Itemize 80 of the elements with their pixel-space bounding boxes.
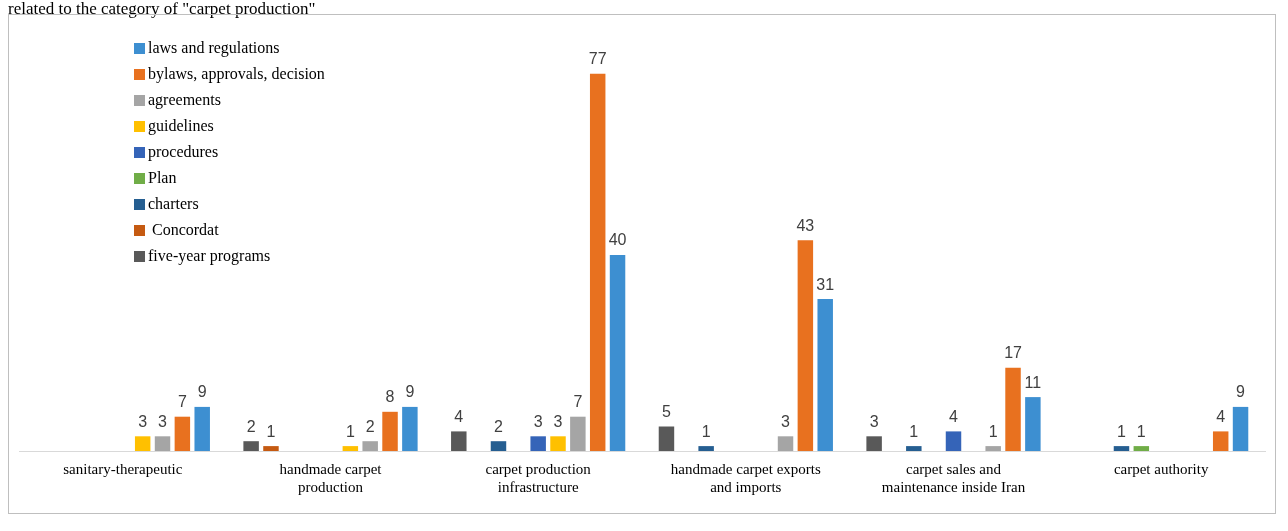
data-label: 17 xyxy=(1004,344,1023,362)
bar xyxy=(570,416,586,451)
data-label: 40 xyxy=(608,231,627,249)
bar xyxy=(1133,446,1150,451)
data-label: 9 xyxy=(1236,383,1246,401)
bar xyxy=(1113,446,1130,451)
bar xyxy=(382,411,398,451)
x-tick-label: handmade carpet exports and imports xyxy=(670,460,821,495)
legend-label: charters xyxy=(148,194,199,214)
data-label: 1 xyxy=(266,422,276,440)
x-tick-label: sanitary-therapeutic xyxy=(63,460,183,477)
data-label: 3 xyxy=(138,412,148,430)
data-label: 3 xyxy=(158,412,168,430)
data-label: 1 xyxy=(988,422,998,440)
data-label: 1 xyxy=(1136,422,1146,440)
x-tick-label: handmade carpet production xyxy=(279,460,383,495)
legend-label: laws and regulations xyxy=(148,38,280,59)
legend-label: guidelines xyxy=(148,116,214,137)
data-label: 5 xyxy=(662,402,672,420)
bar xyxy=(243,441,259,451)
chart-title: related to the category of "carpet production" xyxy=(8,0,317,18)
data-label: 1 xyxy=(345,422,355,440)
data-label: 2 xyxy=(365,417,375,435)
data-label: 4 xyxy=(949,407,959,425)
data-label: 9 xyxy=(197,383,207,401)
bar xyxy=(797,240,814,451)
data-label: 2 xyxy=(494,417,504,435)
bar xyxy=(817,299,833,451)
bar xyxy=(698,446,714,451)
x-tick-label: carpet production infrastructure xyxy=(485,460,592,495)
bar xyxy=(194,406,210,451)
bar xyxy=(362,441,378,451)
bar xyxy=(1005,367,1021,451)
bar xyxy=(550,436,566,451)
bar xyxy=(154,436,171,451)
legend-label: five-year programs xyxy=(148,246,271,267)
bar xyxy=(866,436,882,451)
data-label: 3 xyxy=(533,412,543,430)
legend-label: procedures xyxy=(148,142,219,163)
data-label: 11 xyxy=(1024,373,1042,391)
data-label: 7 xyxy=(177,393,187,411)
data-label: 1 xyxy=(701,422,711,440)
bar xyxy=(658,426,675,451)
bar xyxy=(1232,406,1249,451)
bar xyxy=(1025,397,1041,451)
data-label: 43 xyxy=(796,216,815,234)
data-label: 77 xyxy=(588,50,607,68)
data-label: 1 xyxy=(909,422,919,440)
data-label: 4 xyxy=(454,407,464,425)
x-tick-label: carpet authority xyxy=(1113,460,1209,477)
bar xyxy=(589,73,606,451)
bar xyxy=(174,416,191,451)
bar xyxy=(985,446,1001,451)
bar xyxy=(451,431,467,451)
bar xyxy=(609,255,626,451)
bar xyxy=(777,436,794,451)
bar xyxy=(134,436,151,451)
data-label: 3 xyxy=(869,412,879,430)
bar xyxy=(906,446,922,451)
data-label: 4 xyxy=(1216,407,1226,425)
legend-label: Plan xyxy=(148,168,177,188)
legend-label: agreements xyxy=(148,90,221,111)
bar xyxy=(1212,431,1229,451)
x-tick-label: carpet sales and maintenance inside Iran xyxy=(881,460,1026,495)
bar xyxy=(263,446,279,451)
bar xyxy=(530,436,546,451)
legend-label: bylaws, approvals, decision xyxy=(148,64,325,85)
bar xyxy=(490,441,507,451)
data-label: 2 xyxy=(246,417,256,435)
data-label: 7 xyxy=(573,393,583,411)
bar xyxy=(945,431,962,451)
data-label: 8 xyxy=(385,388,395,406)
data-label: 3 xyxy=(781,412,791,430)
legend-label: Concordat xyxy=(151,220,219,240)
data-label: 1 xyxy=(1117,422,1127,440)
data-label: 9 xyxy=(405,383,415,401)
bar xyxy=(402,406,418,451)
data-label: 31 xyxy=(816,275,835,293)
data-label: 3 xyxy=(553,412,563,430)
bar xyxy=(342,446,359,451)
